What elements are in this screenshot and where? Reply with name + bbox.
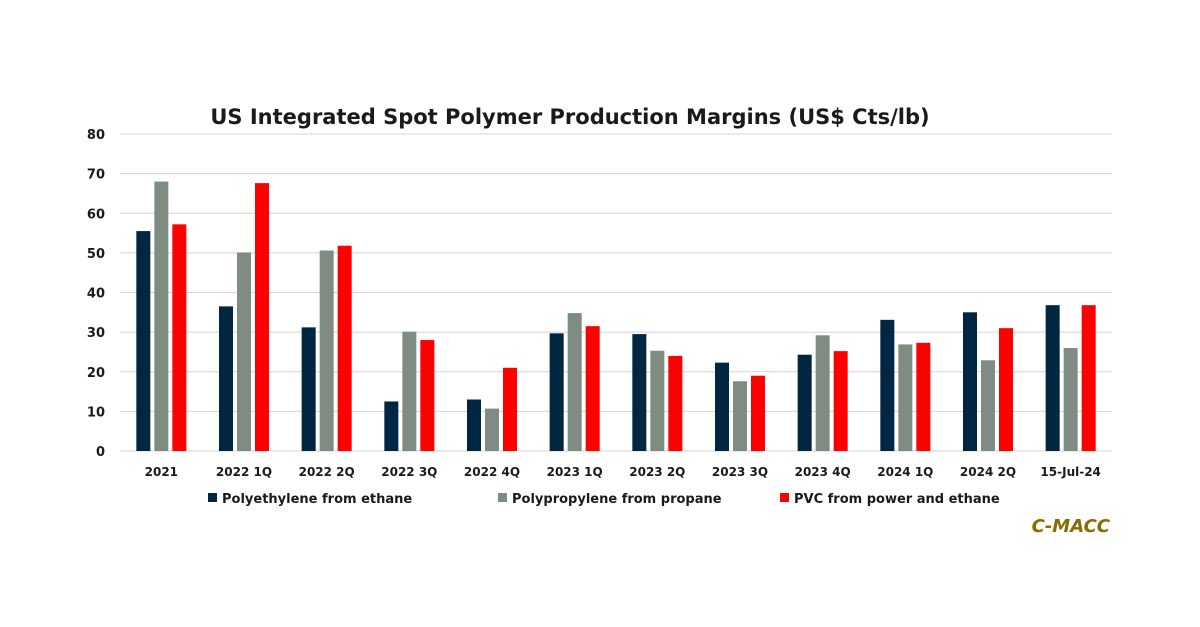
legend: Polyethylene from ethane Polypropylene fr… (208, 492, 1000, 507)
bar-pvc-from-power-and-ethane (916, 342, 931, 451)
bar-polyethylene-from-ethane (963, 312, 977, 451)
brand-label: C-MACC (1032, 516, 1111, 537)
bar-polypropylene-from-propane (898, 344, 913, 451)
bar-pvc-from-power-and-ethane (585, 326, 600, 451)
bar-pvc-from-power-and-ethane (503, 367, 517, 451)
x-tick-label: 2023 1Q (547, 465, 603, 479)
y-tick-label: 20 (87, 366, 105, 381)
legend-label: Polyethylene from ethane (222, 492, 412, 507)
y-tick-label: 0 (96, 445, 105, 460)
chart-title: US Integrated Spot Polymer Production Ma… (210, 105, 929, 129)
bar-polyethylene-from-ethane (1045, 305, 1060, 451)
legend-label: PVC from power and ethane (794, 492, 1000, 507)
y-tick-label: 70 (87, 168, 105, 183)
x-tick-label: 2024 2Q (960, 465, 1016, 479)
bar-polypropylene-from-propane (154, 181, 169, 452)
grid-layer (120, 133, 1112, 452)
bars (136, 181, 1096, 452)
bar-polyethylene-from-ethane (219, 306, 233, 451)
y-tick-label: 10 (87, 405, 105, 420)
legend-label: Polypropylene from propane (512, 492, 722, 507)
x-tick-label: 2024 1Q (877, 465, 933, 479)
bar-polyethylene-from-ethane (715, 362, 729, 451)
y-tick-label: 40 (87, 287, 105, 302)
bar-polyethylene-from-ethane (136, 231, 151, 451)
x-axis-labels: 2021 2022 1Q 2022 2Q 2022 3Q 2022 4Q 2023 1Q 2… (145, 465, 1101, 479)
bar-polypropylene-from-propane (567, 313, 582, 451)
bar-polypropylene-from-propane (733, 381, 747, 451)
bar-polypropylene-from-propane (815, 335, 830, 451)
x-tick-label: 2022 4Q (464, 465, 520, 479)
legend-item: Polyethylene from ethane (208, 492, 412, 507)
bar-polyethylene-from-ethane (632, 334, 647, 451)
y-tick-label: 60 (87, 207, 105, 222)
bar-pvc-from-power-and-ethane (420, 340, 435, 451)
y-tick-label: 80 (87, 128, 105, 143)
bar-pvc-from-power-and-ethane (751, 375, 765, 451)
bar-pvc-from-power-and-ethane (337, 245, 352, 451)
x-tick-label: 2021 (145, 465, 178, 479)
bar-polypropylene-from-propane (1063, 347, 1078, 451)
legend-swatch (498, 493, 507, 502)
bar-polyethylene-from-ethane (467, 399, 481, 451)
y-tick-label: 50 (87, 247, 105, 262)
x-tick-label: 2023 3Q (712, 465, 768, 479)
bar-polyethylene-from-ethane (301, 327, 316, 451)
bar-pvc-from-power-and-ethane (1081, 305, 1096, 451)
bar-polyethylene-from-ethane (797, 354, 812, 451)
legend-item: PVC from power and ethane (780, 492, 1000, 507)
x-tick-label: 2023 2Q (629, 465, 685, 479)
bar-polypropylene-from-propane (402, 331, 417, 451)
y-tick-label: 30 (87, 326, 105, 341)
bar-polyethylene-from-ethane (549, 333, 564, 451)
bar-polypropylene-from-propane (319, 250, 334, 451)
x-tick-label: 2022 1Q (216, 465, 272, 479)
x-tick-label: 2022 3Q (381, 465, 437, 479)
bar-pvc-from-power-and-ethane (172, 224, 187, 451)
bar-polypropylene-from-propane (650, 350, 665, 451)
legend-item: Polypropylene from propane (498, 492, 722, 507)
bar-pvc-from-power-and-ethane (833, 351, 848, 451)
bar-pvc-from-power-and-ethane (255, 183, 269, 451)
bar-pvc-from-power-and-ethane (668, 355, 683, 451)
bar-pvc-from-power-and-ethane (999, 328, 1013, 451)
x-tick-label: 2023 4Q (795, 465, 851, 479)
x-tick-label: 15-Jul-24 (1040, 465, 1100, 479)
x-tick-label: 2022 2Q (299, 465, 355, 479)
legend-swatch (208, 493, 217, 502)
bar-polyethylene-from-ethane (880, 319, 895, 451)
bar-polypropylene-from-propane (981, 360, 995, 451)
bar-polypropylene-from-propane (485, 408, 499, 451)
bar-polyethylene-from-ethane (384, 401, 399, 451)
bar-polypropylene-from-propane (237, 252, 251, 451)
y-axis-ticks: 0 10 20 30 40 50 60 70 80 (87, 128, 105, 460)
legend-swatch (780, 493, 789, 502)
